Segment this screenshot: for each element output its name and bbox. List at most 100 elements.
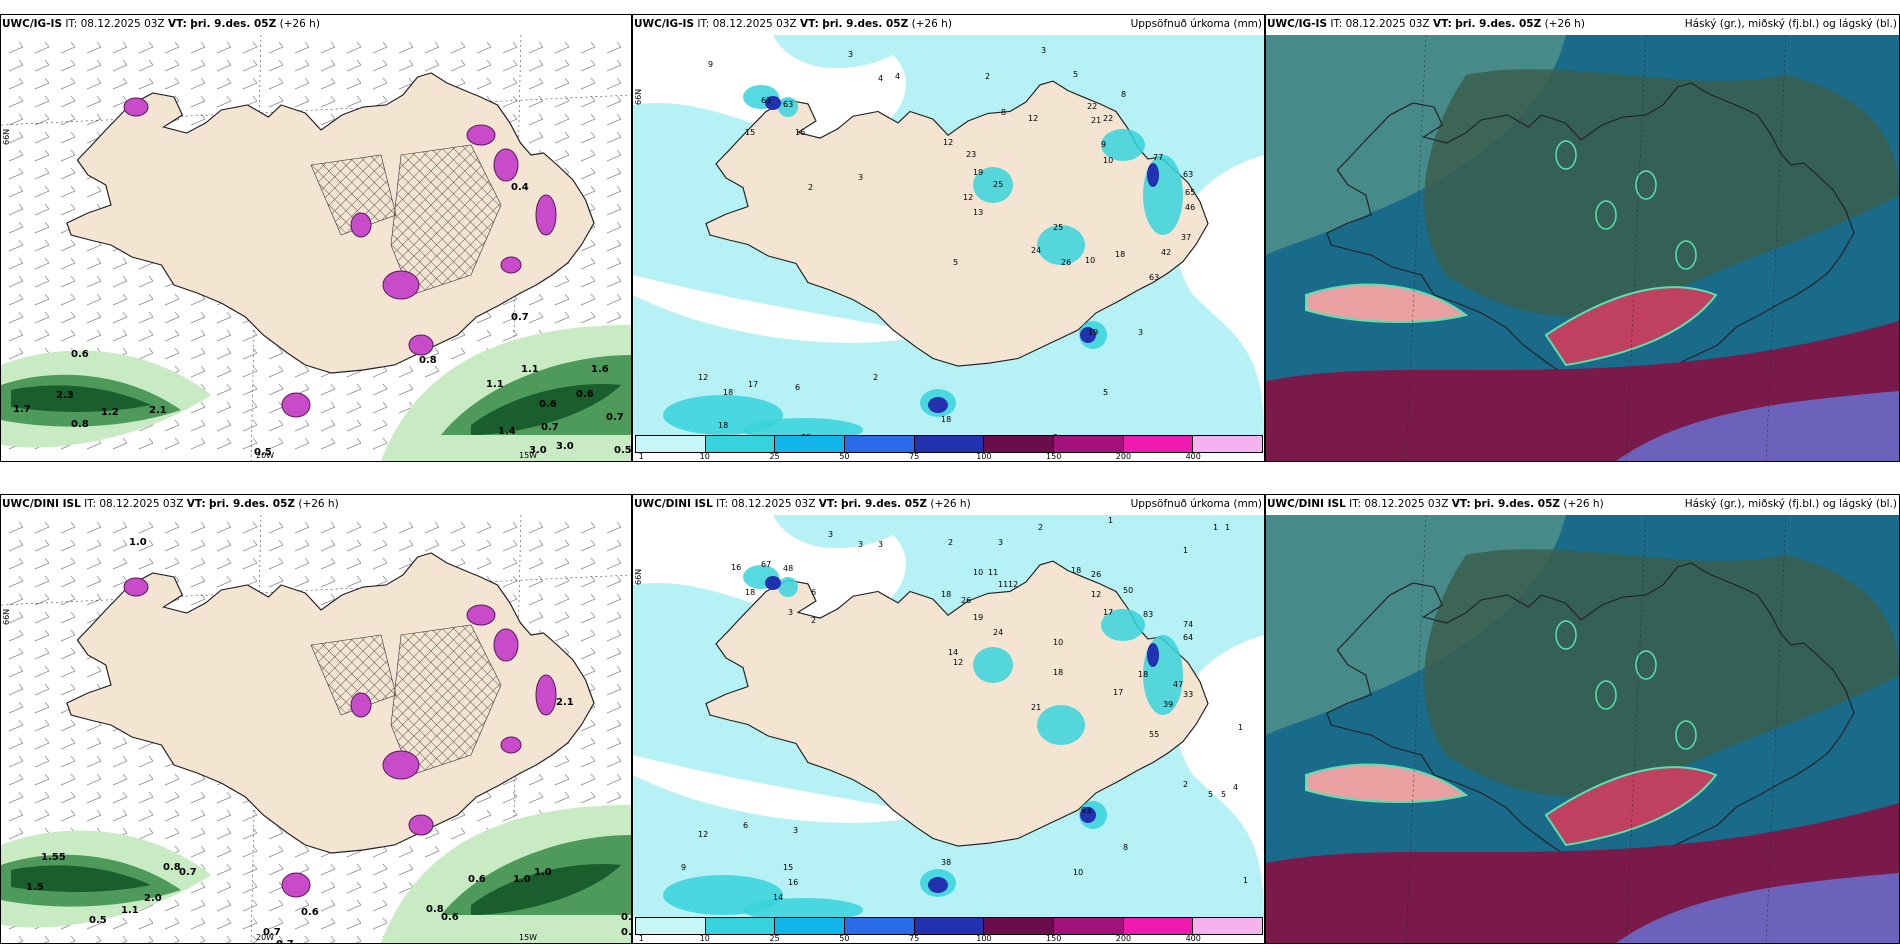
- wind-barb-tick: [512, 113, 518, 120]
- precip-blob: [493, 148, 519, 182]
- wind-barb-tick: [122, 917, 128, 924]
- data-label: 5: [1073, 70, 1078, 79]
- wind-barb: [112, 778, 128, 786]
- cloud-contour: [1675, 720, 1697, 750]
- wind-barb: [60, 298, 76, 306]
- data-label: 12: [1091, 590, 1101, 599]
- wind-barb: [8, 190, 24, 198]
- wind-barb: [606, 82, 622, 90]
- data-label: 8: [1121, 90, 1126, 99]
- wind-barb-tick: [330, 917, 336, 924]
- colorbar-tick-label: 150: [1046, 934, 1062, 943]
- data-label: 63: [1081, 806, 1091, 815]
- wind-barb-tick: [96, 329, 102, 336]
- wind-barb: [268, 370, 284, 378]
- wind-barb-tick: [200, 557, 206, 564]
- wind-barb-tick: [616, 791, 622, 798]
- wind-barb: [502, 100, 518, 108]
- wind-barb: [8, 526, 24, 534]
- wind-barb: [34, 778, 50, 786]
- wind-barb: [216, 544, 232, 552]
- iceland-outline: [66, 72, 595, 374]
- wind-barb-tick: [564, 557, 570, 564]
- wind-barb-tick: [564, 131, 570, 138]
- wind-barb-tick: [538, 113, 544, 120]
- wind-barb: [580, 118, 596, 126]
- wind-barb: [60, 544, 76, 552]
- wind-barb: [528, 544, 544, 552]
- wind-barb: [138, 832, 154, 840]
- wind-barb: [346, 406, 362, 414]
- wind-barb: [60, 580, 76, 588]
- data-label: 3: [998, 538, 1003, 547]
- wind-barb-tick: [200, 437, 206, 444]
- wind-barb-tick: [18, 773, 24, 780]
- wind-barb-tick: [200, 95, 206, 102]
- wind-barb-tick: [538, 311, 544, 318]
- wind-barb-tick: [18, 329, 24, 336]
- precip-area-heavy: [928, 877, 948, 893]
- wind-barb-tick: [408, 881, 414, 888]
- wind-barb-tick: [200, 935, 206, 942]
- data-label: 2.1: [149, 405, 167, 416]
- colorbar-swatch: [914, 918, 985, 934]
- wind-barb: [528, 82, 544, 90]
- wind-barb: [320, 64, 336, 72]
- wind-barb: [528, 46, 544, 54]
- wind-barb-tick: [174, 539, 180, 546]
- wind-barb-tick: [252, 557, 258, 564]
- data-label: 4: [878, 74, 883, 83]
- wind-barb: [34, 82, 50, 90]
- snow-hatch-area: [310, 154, 397, 236]
- wind-barb-tick: [70, 77, 76, 84]
- precip-band: [11, 385, 151, 412]
- wind-barb-tick: [486, 521, 492, 528]
- wind-barb: [216, 82, 232, 90]
- data-label: 15: [783, 863, 793, 872]
- wind-barb-tick: [616, 629, 622, 636]
- wind-barb-tick: [512, 329, 518, 336]
- wind-barb-tick: [538, 77, 544, 84]
- wind-barb-tick: [330, 41, 336, 48]
- data-label: 38: [941, 858, 951, 867]
- wind-barb-tick: [226, 95, 232, 102]
- data-label: 15: [745, 128, 755, 137]
- wind-barb-tick: [148, 827, 154, 834]
- wind-map: 66N 20W 15W 1.0 1.55 0.8 0.7 1.5 2.0 1.1 0.5 0.6 1.0…: [1, 515, 631, 943]
- wind-barb-tick: [616, 167, 622, 174]
- wind-barb-tick: [356, 383, 362, 390]
- wind-barb: [164, 544, 180, 552]
- wind-barb: [34, 46, 50, 54]
- data-label: 2: [873, 373, 878, 382]
- panel-header: UWC/IG-IS IT: 08.12.2025 03Z VT: þri. 9.…: [634, 18, 952, 30]
- cloud-map: [1266, 35, 1899, 461]
- wind-barb-tick: [382, 59, 388, 66]
- wind-barb-tick: [382, 383, 388, 390]
- wind-barb-tick: [590, 275, 596, 282]
- wind-barb-tick: [434, 539, 440, 546]
- wind-barb-tick: [96, 293, 102, 300]
- wind-barb: [190, 850, 206, 858]
- wind-barb-tick: [18, 239, 24, 246]
- wind-barb-tick: [174, 935, 180, 942]
- wind-barb-tick: [44, 935, 50, 942]
- wind-barb-tick: [252, 329, 258, 336]
- data-label: 1.7: [13, 404, 31, 415]
- wind-barb: [60, 64, 76, 72]
- wind-barb-tick: [616, 557, 622, 564]
- wind-barb-tick: [122, 293, 128, 300]
- data-label: 0.7: [511, 312, 529, 323]
- wind-barb: [164, 904, 180, 912]
- wind-barb: [320, 922, 336, 930]
- panel-header: UWC/IG-IS IT: 08.12.2025 03Z VT: þri. 9.…: [2, 18, 320, 30]
- wind-barb-tick: [616, 593, 622, 600]
- wind-barb: [138, 442, 154, 450]
- wind-barb: [320, 562, 336, 570]
- wind-barb: [450, 814, 466, 822]
- wind-barb: [164, 46, 180, 54]
- wind-barb-tick: [408, 383, 414, 390]
- data-label: 3: [1138, 328, 1143, 337]
- wind-barb-tick: [252, 881, 258, 888]
- wind-barb-tick: [200, 575, 206, 582]
- wind-barb: [60, 598, 76, 606]
